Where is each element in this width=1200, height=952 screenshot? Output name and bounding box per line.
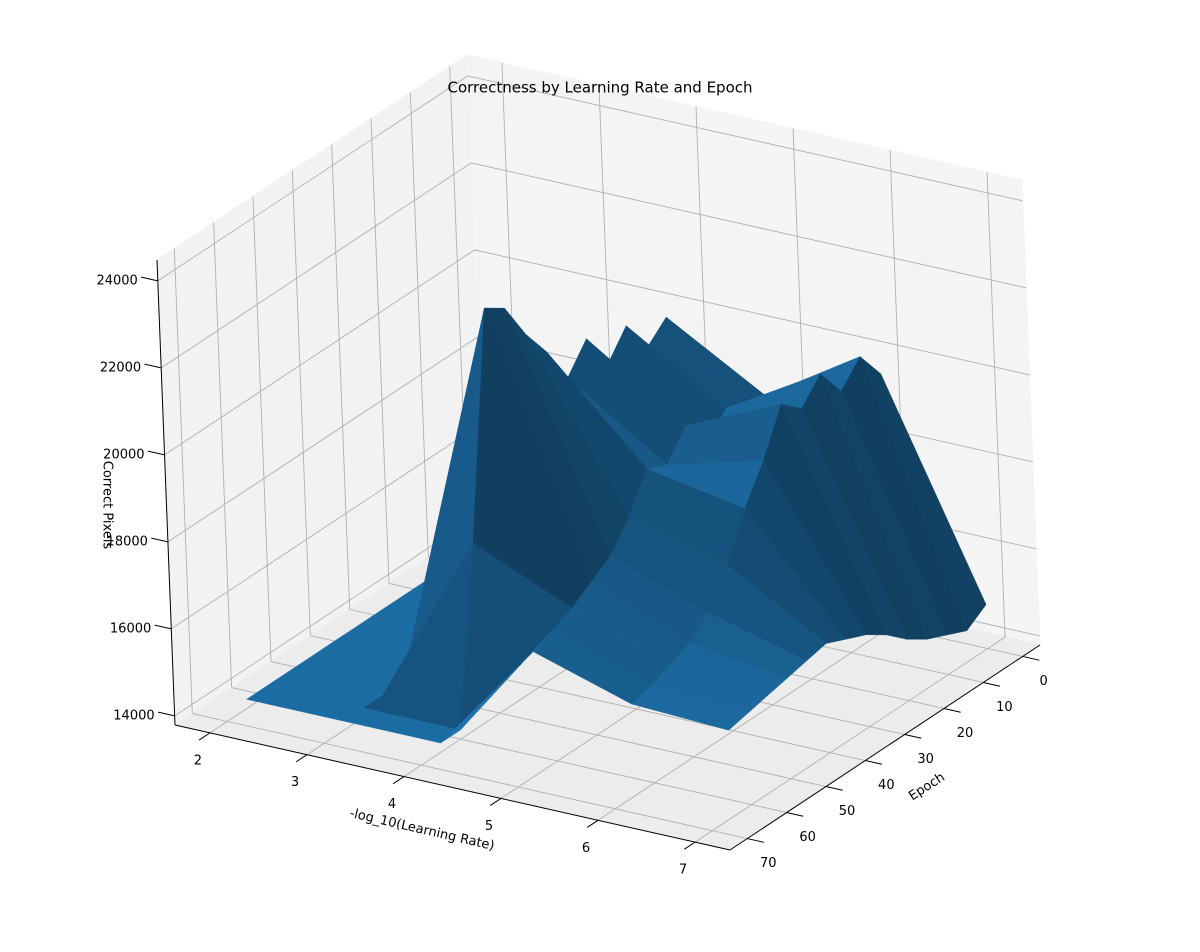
tick-mark bbox=[144, 363, 162, 369]
grid-line bbox=[331, 144, 351, 610]
z-tick-label: 20000 bbox=[103, 447, 144, 462]
tick-mark bbox=[147, 450, 165, 456]
x-tick-label: 4 bbox=[388, 797, 396, 812]
grid-line bbox=[986, 172, 1006, 638]
grid-line bbox=[171, 423, 482, 630]
tick-mark bbox=[392, 776, 405, 785]
grid-line bbox=[597, 614, 909, 821]
axes: 2345670102030405060701400016000180002000… bbox=[96, 259, 1048, 878]
z-tick-label: 14000 bbox=[113, 708, 154, 723]
x-tick-label: 3 bbox=[291, 775, 299, 790]
tick-mark bbox=[825, 786, 843, 791]
tick-mark bbox=[154, 624, 172, 630]
tick-mark bbox=[295, 754, 308, 763]
y-tick-label: 0 bbox=[1040, 674, 1048, 689]
grid-line bbox=[409, 92, 429, 558]
tick-mark bbox=[157, 711, 175, 717]
axis-line bbox=[156, 259, 176, 726]
grid-line bbox=[164, 249, 475, 456]
grid-line bbox=[192, 713, 748, 839]
grid-line bbox=[252, 196, 272, 662]
x-tick-label: 6 bbox=[582, 841, 590, 856]
chart-title: Correctness by Learning Rate and Epoch bbox=[447, 79, 752, 97]
grid-line bbox=[173, 248, 193, 714]
tick-mark bbox=[1022, 655, 1040, 661]
tick-mark bbox=[586, 819, 599, 828]
z-tick-label: 16000 bbox=[110, 621, 151, 636]
z-tick-label: 18000 bbox=[107, 534, 148, 549]
surface-face bbox=[631, 686, 749, 731]
tick-mark bbox=[141, 276, 158, 282]
y-tick-label: 50 bbox=[839, 804, 856, 819]
tick-mark bbox=[198, 732, 211, 741]
axis-line bbox=[729, 644, 1041, 851]
grid-line bbox=[474, 249, 1030, 376]
y-tick-label: 30 bbox=[917, 752, 934, 767]
x-tick-label: 5 bbox=[485, 819, 493, 834]
y-tick-label: 70 bbox=[760, 856, 777, 871]
grid-line bbox=[694, 636, 1006, 843]
y-tick-label: 10 bbox=[996, 700, 1013, 715]
axis-line bbox=[174, 724, 731, 851]
tick-mark bbox=[747, 838, 765, 843]
z-axis-label: Correct Pixels bbox=[100, 461, 115, 550]
tick-mark bbox=[489, 798, 502, 807]
z-tick-label: 24000 bbox=[96, 273, 137, 288]
z-tick-label: 22000 bbox=[100, 360, 141, 375]
tick-mark bbox=[904, 734, 922, 739]
tick-mark bbox=[786, 812, 804, 817]
x-tick-label: 2 bbox=[194, 753, 202, 768]
grid-line bbox=[467, 75, 1023, 202]
tick-mark bbox=[151, 537, 169, 543]
y-tick-label: 40 bbox=[878, 778, 895, 793]
grid-line bbox=[370, 118, 390, 584]
surface bbox=[246, 307, 987, 744]
tick-mark bbox=[943, 707, 961, 713]
tick-mark bbox=[865, 760, 883, 765]
x-tick-label: 7 bbox=[679, 863, 687, 878]
grid-line bbox=[160, 162, 472, 369]
grid-line bbox=[291, 170, 311, 636]
grid-line bbox=[213, 222, 233, 688]
tick-mark bbox=[983, 681, 1001, 687]
tick-mark bbox=[683, 841, 696, 850]
grid-line bbox=[167, 336, 479, 543]
grid-line bbox=[471, 162, 1027, 289]
y-tick-label: 60 bbox=[799, 830, 816, 845]
y-tick-label: 20 bbox=[957, 726, 974, 741]
grid-line bbox=[157, 75, 469, 282]
